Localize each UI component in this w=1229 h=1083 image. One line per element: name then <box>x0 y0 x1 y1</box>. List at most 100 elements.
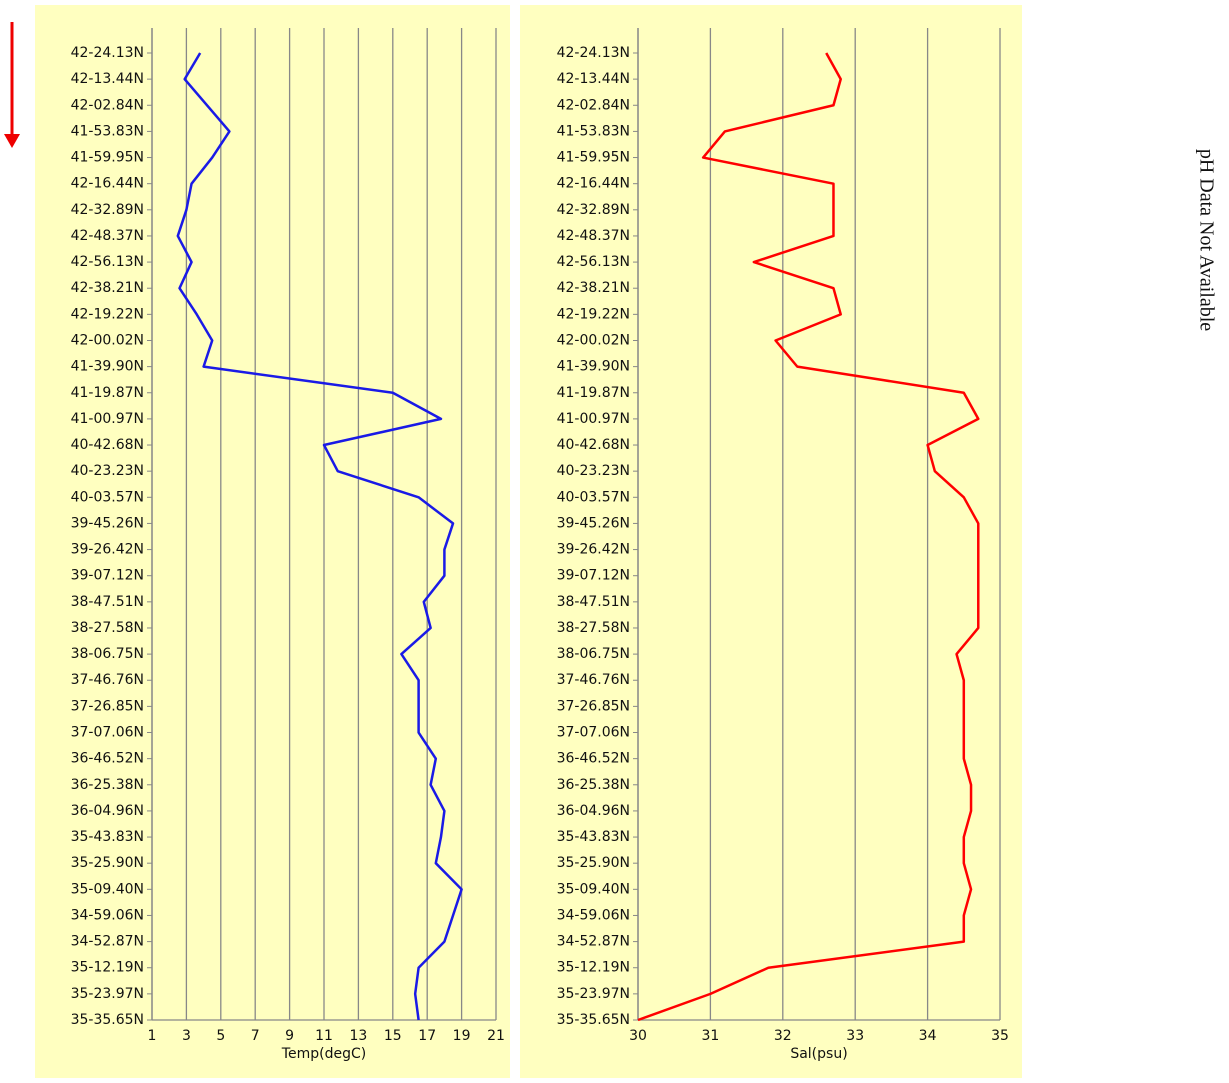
x-axis-label: Temp(degC) <box>281 1046 366 1062</box>
x-tick-label: 21 <box>487 1028 505 1044</box>
y-tick-label: 40-03.57N <box>557 489 630 505</box>
y-tick-label: 36-04.96N <box>71 803 144 819</box>
data-line <box>176 52 463 1021</box>
y-tick-label: 35-09.40N <box>71 881 144 897</box>
y-tick-label: 40-42.68N <box>71 437 144 453</box>
y-tick-label: 37-07.06N <box>557 725 630 741</box>
y-tick-label: 41-59.95N <box>71 150 144 166</box>
y-tick-label: 37-26.85N <box>71 698 144 714</box>
y-tick-label: 40-23.23N <box>557 463 630 479</box>
y-tick-label: 37-26.85N <box>557 698 630 714</box>
y-tick-label: 34-52.87N <box>71 934 144 950</box>
y-tick-label: 42-16.44N <box>557 176 630 192</box>
x-tick-label: 35 <box>991 1028 1009 1044</box>
y-tick-label: 42-48.37N <box>71 228 144 244</box>
y-tick-label: 35-25.90N <box>71 855 144 871</box>
y-tick-label: 41-53.83N <box>71 123 144 139</box>
y-tick-label: 42-00.02N <box>557 332 630 348</box>
y-tick-label: 42-56.13N <box>557 254 630 270</box>
y-tick-label: 39-26.42N <box>71 542 144 558</box>
x-tick-label: 17 <box>418 1028 436 1044</box>
x-tick-label: 3 <box>182 1028 191 1044</box>
y-tick-label: 36-46.52N <box>71 751 144 767</box>
y-tick-label: 35-23.97N <box>557 986 630 1002</box>
y-tick-label: 42-24.13N <box>557 45 630 61</box>
y-tick-label: 41-53.83N <box>557 123 630 139</box>
x-tick-label: 9 <box>285 1028 294 1044</box>
y-tick-label: 35-12.19N <box>71 960 144 976</box>
y-tick-label: 38-27.58N <box>71 620 144 636</box>
y-tick-label: 42-32.89N <box>71 202 144 218</box>
y-tick-label: 35-35.65N <box>71 1012 144 1028</box>
x-tick-label: 13 <box>349 1028 367 1044</box>
y-tick-label: 35-43.83N <box>557 829 630 845</box>
y-tick-label: 38-27.58N <box>557 620 630 636</box>
y-tick-label: 41-19.87N <box>71 385 144 401</box>
y-tick-label: 35-09.40N <box>557 881 630 897</box>
y-tick-label: 40-42.68N <box>557 437 630 453</box>
y-tick-label: 42-13.44N <box>71 71 144 87</box>
y-tick-label: 40-23.23N <box>71 463 144 479</box>
y-tick-label: 39-26.42N <box>557 542 630 558</box>
y-tick-label: 35-43.83N <box>71 829 144 845</box>
y-tick-label: 42-02.84N <box>557 97 630 113</box>
y-tick-label: 38-47.51N <box>71 594 144 610</box>
y-tick-label: 37-46.76N <box>557 672 630 688</box>
y-tick-label: 34-59.06N <box>71 907 144 923</box>
y-tick-label: 36-46.52N <box>557 751 630 767</box>
x-tick-label: 19 <box>453 1028 471 1044</box>
y-tick-label: 38-06.75N <box>557 646 630 662</box>
x-tick-label: 30 <box>629 1028 647 1044</box>
y-tick-label: 41-59.95N <box>557 150 630 166</box>
y-tick-label: 42-38.21N <box>71 280 144 296</box>
y-tick-label: 35-25.90N <box>557 855 630 871</box>
y-tick-label: 34-52.87N <box>557 934 630 950</box>
y-tick-label: 34-59.06N <box>557 907 630 923</box>
x-tick-label: 34 <box>919 1028 937 1044</box>
y-tick-label: 39-45.26N <box>557 515 630 531</box>
y-tick-label: 39-07.12N <box>71 568 144 584</box>
y-tick-label: 42-19.22N <box>557 306 630 322</box>
y-tick-label: 41-00.97N <box>557 411 630 427</box>
arrow-head <box>4 134 20 148</box>
panel-bg <box>35 5 510 1078</box>
y-tick-label: 39-45.26N <box>71 515 144 531</box>
y-tick-label: 41-19.87N <box>557 385 630 401</box>
y-tick-label: 35-23.97N <box>71 986 144 1002</box>
y-tick-label: 38-06.75N <box>71 646 144 662</box>
y-tick-label: 41-39.90N <box>557 359 630 375</box>
x-tick-label: 15 <box>384 1028 402 1044</box>
x-axis-label: Sal(psu) <box>790 1046 847 1062</box>
x-tick-label: 5 <box>216 1028 225 1044</box>
x-tick-label: 1 <box>148 1028 157 1044</box>
y-tick-label: 36-25.38N <box>71 777 144 793</box>
y-tick-label: 42-13.44N <box>557 71 630 87</box>
x-tick-label: 11 <box>315 1028 333 1044</box>
y-tick-label: 42-24.13N <box>71 45 144 61</box>
panel-bg <box>520 5 1022 1078</box>
y-tick-label: 36-25.38N <box>557 777 630 793</box>
y-tick-label: 37-07.06N <box>71 725 144 741</box>
y-tick-label: 42-32.89N <box>557 202 630 218</box>
y-tick-label: 42-16.44N <box>71 176 144 192</box>
x-tick-label: 7 <box>251 1028 260 1044</box>
data-line <box>637 52 980 1022</box>
x-tick-label: 33 <box>846 1028 864 1044</box>
x-tick-label: 31 <box>701 1028 719 1044</box>
y-tick-label: 42-48.37N <box>557 228 630 244</box>
y-tick-label: 35-35.65N <box>557 1012 630 1028</box>
y-tick-label: 37-46.76N <box>71 672 144 688</box>
y-tick-label: 38-47.51N <box>557 594 630 610</box>
y-tick-label: 41-00.97N <box>71 411 144 427</box>
y-tick-label: 36-04.96N <box>557 803 630 819</box>
y-tick-label: 39-07.12N <box>557 568 630 584</box>
y-tick-label: 40-03.57N <box>71 489 144 505</box>
y-tick-label: 42-19.22N <box>71 306 144 322</box>
x-tick-label: 32 <box>774 1028 792 1044</box>
y-tick-label: 42-56.13N <box>71 254 144 270</box>
side-note: pH Data Not Available <box>1195 149 1217 331</box>
y-tick-label: 41-39.90N <box>71 359 144 375</box>
y-tick-label: 42-00.02N <box>71 332 144 348</box>
y-tick-label: 42-02.84N <box>71 97 144 113</box>
